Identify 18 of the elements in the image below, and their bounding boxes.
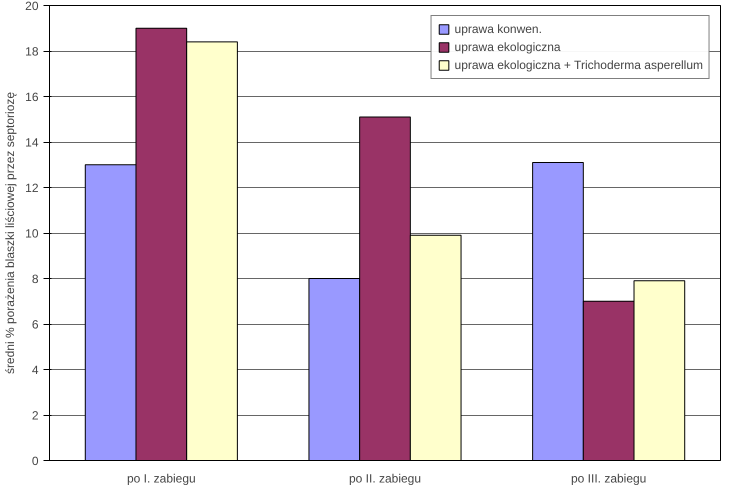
y-axis-title: średni % porażenia blaszki liściowej przez septoriozę xyxy=(3,92,18,374)
y-tick-label: 12 xyxy=(25,181,39,195)
y-tick-label: 2 xyxy=(32,408,39,422)
legend-label: uprawa konwen. xyxy=(454,22,542,36)
x-tick-label: po III. zabiegu xyxy=(570,472,646,486)
y-tick-label: 20 xyxy=(25,0,39,13)
x-tick-label: po II. zabiegu xyxy=(348,472,422,486)
legend-label: uprawa ekologiczna xyxy=(454,40,561,54)
x-tick-label: po I. zabiegu xyxy=(126,472,196,486)
legend-label: uprawa ekologiczna + Trichoderma asperellum xyxy=(454,58,703,72)
y-tick-label: 18 xyxy=(25,44,39,58)
y-tick-label: 4 xyxy=(32,363,39,377)
y-tick-label: 6 xyxy=(32,318,39,332)
y-tick-label: 0 xyxy=(32,454,39,468)
y-tick-label: 8 xyxy=(32,272,39,286)
y-tick-label: 14 xyxy=(25,136,39,150)
y-tick-label: 10 xyxy=(25,226,39,240)
y-tick-label: 16 xyxy=(25,90,39,104)
